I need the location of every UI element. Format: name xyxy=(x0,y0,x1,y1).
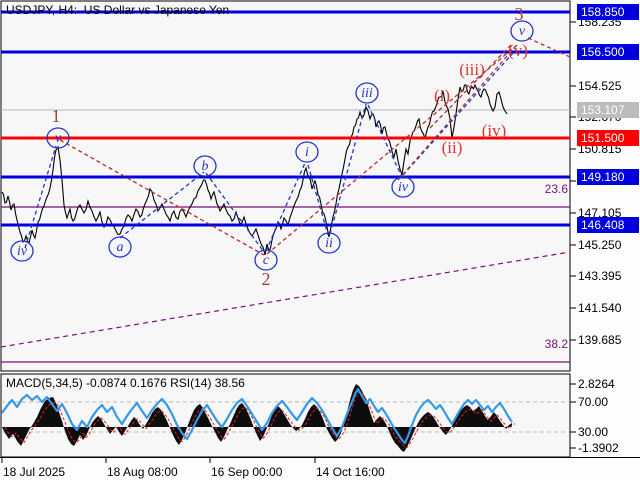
wave-connector-blue xyxy=(307,164,329,236)
rsi-line xyxy=(1,387,513,445)
wave-connector-blue xyxy=(205,172,265,253)
wave-label: (ii) xyxy=(442,138,463,157)
wave-circle xyxy=(254,249,278,271)
main-chart-panel xyxy=(0,0,571,372)
fib-label: 38.2 xyxy=(544,337,568,351)
wave-label: (v) xyxy=(508,41,528,60)
price-tick-label: 145.250 xyxy=(578,238,622,252)
time-label: 16 Sep 00:00 xyxy=(211,465,283,479)
wave-connector-red xyxy=(397,45,517,181)
wave-circle xyxy=(10,240,34,262)
wave-connector-blue xyxy=(24,145,57,249)
wave-connector-blue xyxy=(329,103,367,235)
wave-circle xyxy=(510,20,534,42)
wave-label: (i) xyxy=(434,86,450,105)
wave-connector-blue xyxy=(119,171,205,239)
time-label: 14 Oct 16:00 xyxy=(316,465,385,479)
wave-label: i xyxy=(305,145,309,160)
wave-label: v xyxy=(519,24,526,39)
price-badge: 151.500 xyxy=(577,130,639,146)
macd-indicator-label: MACD(5,34,5) -0.0874 0.1676 RSI(14) 38.5… xyxy=(6,376,245,390)
wave-label: ii xyxy=(325,236,333,251)
wave-circle xyxy=(317,232,341,254)
wave-circle xyxy=(108,236,132,258)
wave-circle xyxy=(295,141,319,163)
wave-label: iv xyxy=(398,180,409,195)
wave-connector-blue xyxy=(367,104,403,178)
chart-title: USDJPY, H4: US Dollar vs Japanese Yen xyxy=(6,3,230,17)
price-tick-label: 154.525 xyxy=(578,79,622,93)
price-badge: 156.500 xyxy=(577,44,639,60)
wave-connector-blue xyxy=(265,162,306,252)
wave-label: 2 xyxy=(262,269,271,289)
price-badge: 153.107 xyxy=(577,102,639,118)
macd-scale-label: 70.00 xyxy=(578,395,609,409)
price-tick-label: 139.685 xyxy=(578,333,622,347)
wave-label: iv xyxy=(17,244,28,259)
price-tick-label: 141.540 xyxy=(578,301,622,315)
wave-circle xyxy=(193,155,217,177)
price-badge: 149.180 xyxy=(577,169,639,185)
macd-scale-label: 30.00 xyxy=(578,425,609,439)
wave-label: (iv) xyxy=(482,121,507,140)
fib-label: 23.6 xyxy=(544,182,568,196)
wave-label: a xyxy=(117,240,124,255)
wave-circle xyxy=(46,127,70,149)
wave-label: (iii) xyxy=(459,60,485,79)
wave-label: b xyxy=(202,159,209,174)
wave-connector-red xyxy=(527,37,571,58)
wave-circle xyxy=(355,82,379,104)
price-tick-label: 143.395 xyxy=(578,269,622,283)
trendline xyxy=(0,251,571,348)
macd-scale-label: -1.3902 xyxy=(578,441,619,455)
time-label: 18 Jul 2025 xyxy=(3,465,66,479)
price-badge: 158.850 xyxy=(577,4,639,20)
price-line xyxy=(1,83,508,256)
wave-label: 1 xyxy=(52,106,61,126)
wave-label: c xyxy=(263,253,270,268)
wave-label: iii xyxy=(361,86,373,101)
price-tick-label: 147.105 xyxy=(578,206,622,220)
wave-label: 3 xyxy=(515,4,524,24)
time-label: 18 Aug 08:00 xyxy=(107,465,178,479)
price-badge: 146.408 xyxy=(577,217,639,233)
wave-connector-red xyxy=(429,43,513,129)
wave-label: v xyxy=(55,131,62,146)
wave-circle xyxy=(391,176,415,198)
wave-connector-red xyxy=(266,44,518,255)
macd-scale-label: 2.8264 xyxy=(578,377,615,391)
